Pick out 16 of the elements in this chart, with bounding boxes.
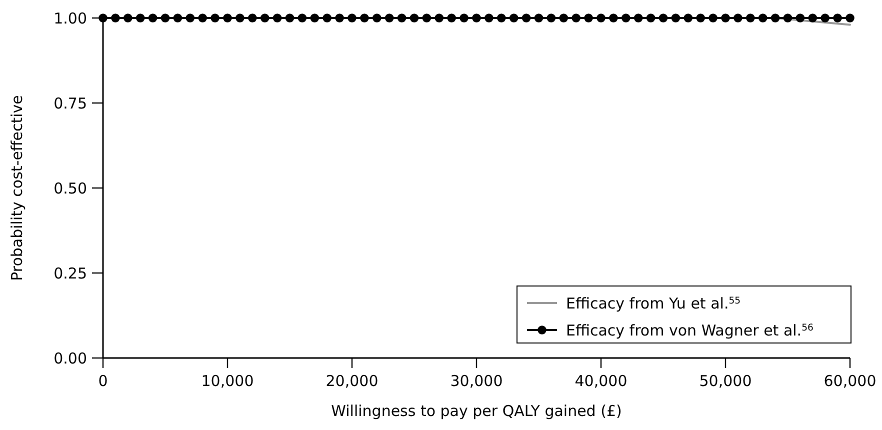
x-tick-label: 0 (98, 372, 108, 390)
x-tick-label: 10,000 (201, 372, 254, 390)
y-tick-label: 1.00 (54, 9, 87, 28)
x-tick-label: 50,000 (699, 372, 752, 390)
y-tick-label: 0.50 (54, 179, 87, 198)
x-tick-label: 60,000 (824, 372, 876, 390)
legend-label: Efficacy from von Wagner et al.$^{56}$ (566, 321, 814, 340)
x-tick-label: 30,000 (450, 372, 503, 390)
legend-label: Efficacy from Yu et al.$^{55}$ (566, 294, 741, 312)
y-tick-label: 0.00 (54, 349, 87, 368)
x-axis-title: Willingness to pay per QALY gained (£) (331, 402, 622, 420)
y-axis-title: Probability cost-effective (8, 95, 26, 281)
y-tick-label: 0.25 (54, 264, 87, 282)
x-tick-label: 20,000 (326, 372, 378, 390)
x-tick-label: 40,000 (574, 372, 628, 390)
y-tick-label: 0.75 (54, 94, 87, 112)
